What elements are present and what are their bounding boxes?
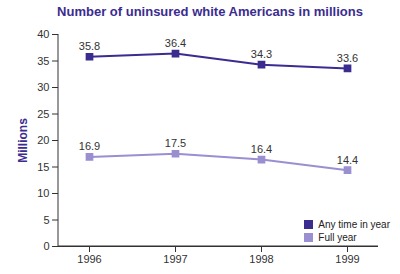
html-text:Any time in year: Any time in year [318,219,390,230]
svg-text:30: 30 [37,81,49,93]
svg-text:14.4: 14.4 [337,154,358,166]
svg-text:35: 35 [37,55,49,67]
svg-text:1999: 1999 [335,253,359,265]
svg-text:33.6: 33.6 [337,52,358,64]
svg-text:36.4: 36.4 [165,37,186,49]
html-text:Number of uninsured white Amer: Number of uninsured white Americans in m… [57,4,363,19]
svg-text:25: 25 [37,108,49,120]
svg-text:15: 15 [37,161,49,173]
svg-text:16.4: 16.4 [251,143,272,155]
svg-text:5: 5 [43,214,49,226]
svg-text:10: 10 [37,187,49,199]
svg-text:1998: 1998 [249,253,273,265]
svg-text:17.5: 17.5 [165,137,186,149]
html-text:Full year: Full year [318,232,357,243]
svg-text:16.9: 16.9 [79,140,100,152]
svg-text:1997: 1997 [163,253,187,265]
svg-text:40: 40 [37,28,49,40]
svg-text:20: 20 [37,134,49,146]
svg-text:1996: 1996 [77,253,101,265]
svg-text:0: 0 [43,240,49,252]
svg-text:35.8: 35.8 [79,40,100,52]
svg-text:34.3: 34.3 [251,48,272,60]
svg-text:Millions: Millions [16,118,30,163]
